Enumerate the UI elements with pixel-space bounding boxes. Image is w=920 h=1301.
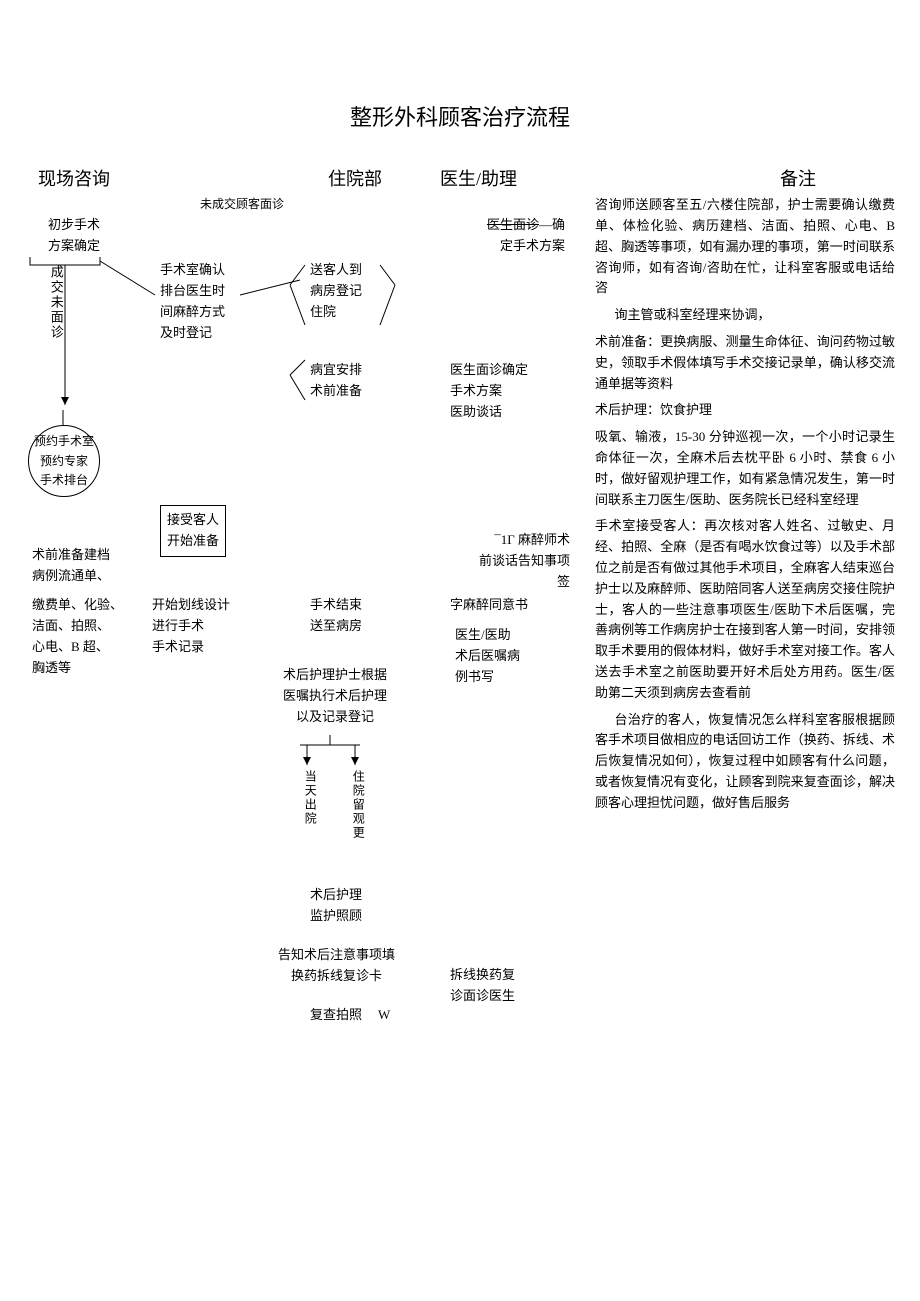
ward-preop: 病宜安排 术前准备	[310, 360, 362, 402]
page-title: 整形外科顾客治疗流程	[0, 100, 920, 135]
vertical-label: 成交未面诊	[45, 265, 66, 395]
circle-line3: 手术排台	[40, 471, 88, 490]
note-p5b: 台治疗的客人，恢复情况怎么样科室客服根据顾客手术项目做相应的电话回访工作（换药、…	[595, 710, 895, 814]
doctor-consult-2: 医生面诊确定 手术方案 医助谈话	[450, 360, 528, 422]
unfinished-consult: 未成交顾客面诊	[200, 195, 284, 214]
col-head-1: 现场咨询	[38, 165, 110, 194]
note-p4: 吸氧、输液，15-30 分钟巡视一次，一个小时记录生命体征一次，全麻术后去枕平卧…	[595, 427, 895, 510]
col-head-3: 医生/助理	[440, 165, 517, 194]
postop-inform: 告知术后注意事项填 换药拆线复诊卡	[278, 945, 395, 987]
note-p2: 术前准备：更换病服、测量生命体征、询问药物过敏史，领取手术假体填写手术交接记录单…	[595, 332, 895, 394]
w-label: W	[378, 1005, 390, 1026]
followup-visit: 拆线换药复 诊面诊医生	[450, 965, 515, 1007]
discharge-same-day: 当天出院	[300, 770, 319, 860]
note-p3: 术后护理：饮食护理	[595, 400, 895, 421]
doctor-consult-strike: 医生面诊	[487, 217, 539, 232]
stay-observe: 住院留观更	[348, 770, 367, 860]
notes-block: 咨询师送顾客至五/六楼住院部，护士需要确认缴费单、体检化验、病历建档、洁面、拍照…	[595, 195, 895, 819]
appointment-circle: 预约手术室 预约专家 手术排台	[28, 425, 100, 497]
accept-box: 接受客人 开始准备	[160, 505, 226, 557]
note-p1b: 询主管或科室经理来协调，	[595, 305, 895, 326]
note-p5: 手术室接受客人：再次核对客人姓名、过敏史、月经、拍照、全麻（是否有喝水饮食过等）…	[595, 516, 895, 703]
postop-orders: 医生/医助 术后医嘱病 例书写	[455, 625, 520, 687]
initial-plan: 初步手术 方案确定	[48, 215, 100, 257]
preop-prep-2: 缴费单、化验、 洁面、拍照、 心电、B 超、 胸透等	[32, 595, 123, 678]
note-p1: 咨询师送顾客至五/六楼住院部，护士需要确认缴费单、体检化验、病历建档、洁面、拍照…	[595, 195, 895, 299]
or-confirm: 手术室确认 排台医生时 间麻醉方式 及时登记	[160, 260, 225, 343]
recheck-photo: 复查拍照	[310, 1005, 362, 1026]
circle-line1: 预约手术室	[34, 432, 94, 451]
doctor-consult-1: 医生面诊—确 定手术方案	[445, 215, 565, 257]
design-surgery: 开始划线设计 进行手术 手术记录	[152, 595, 230, 657]
postop-care: 术后护理 监护照顾	[310, 885, 362, 927]
anesthesia-pre: ¯1Γ 麻醉师术 前谈话告知事项 签	[450, 530, 570, 592]
circle-line2: 预约专家	[40, 452, 88, 471]
col-head-2: 住院部	[328, 165, 382, 194]
anesthesia-consent: 字麻醉同意书	[450, 595, 528, 616]
surgery-end: 手术结束 送至病房	[310, 595, 362, 637]
register-ward: 送客人到 病房登记 住院	[310, 260, 362, 322]
col-head-4: 备注	[780, 165, 816, 194]
postop-nursing: 术后护理护士根据 医嘱执行术后护理 以及记录登记	[283, 665, 387, 727]
diagram-canvas: 现场咨询 住院部 医生/助理 备注 初步手术 方案确定 成交未面诊 预约手术室 …	[0, 165, 920, 1265]
preop-prep-1: 术前准备建档 病例流通单、	[32, 545, 110, 587]
